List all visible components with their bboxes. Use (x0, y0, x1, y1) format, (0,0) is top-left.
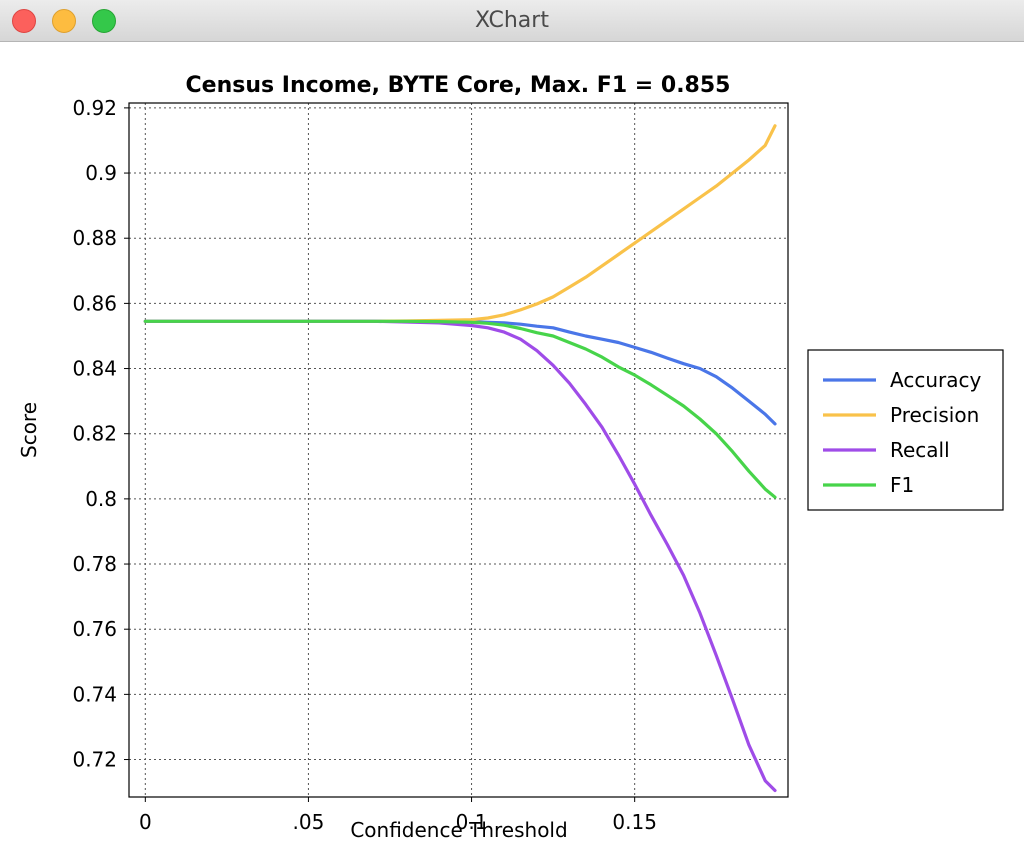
y-tick-labels: 0.72 0.74 0.76 0.78 0.8 0.82 0.84 0.86 0.88 0.9 0.… (72, 96, 129, 772)
line-chart: Census Income, BYTE Core, Max. F1 = 0.85… (17, 73, 1004, 842)
y-tick-label: 0.74 (72, 682, 117, 706)
plot-area (128, 102, 789, 798)
series-line-recall (143, 319, 777, 793)
y-axis-label: Score (17, 402, 41, 458)
x-tick-labels: 0 .05 0.1 0.15 (139, 797, 657, 834)
y-tick-label: 0.9 (85, 161, 117, 185)
title-bar: XChart (0, 0, 1024, 42)
y-tick-label: 0.78 (72, 552, 117, 576)
x-axis-label: Confidence Threshold (350, 818, 567, 842)
x-tick-label: 0.15 (612, 810, 657, 834)
series-line-f1 (143, 319, 777, 499)
chart-title: Census Income, BYTE Core, Max. F1 = 0.85… (186, 73, 731, 98)
legend: Accuracy Precision Recall F1 (807, 349, 1004, 511)
legend-label-accuracy: Accuracy (890, 368, 981, 392)
legend-box (807, 349, 1004, 511)
chart-area: Census Income, BYTE Core, Max. F1 = 0.85… (0, 42, 1024, 856)
series-lines (143, 124, 777, 793)
y-tick-label: 0.88 (72, 226, 117, 250)
grid-lines (129, 103, 788, 797)
x-tick-label: 0.1 (456, 810, 488, 834)
legend-label-f1: F1 (890, 473, 914, 497)
window-title: XChart (475, 8, 549, 33)
x-tick-label: .05 (293, 810, 325, 834)
legend-label-recall: Recall (890, 438, 950, 462)
series-line-precision (143, 124, 777, 323)
y-tick-label: 0.8 (85, 487, 117, 511)
zoom-icon[interactable] (92, 9, 116, 33)
close-icon[interactable] (12, 9, 36, 33)
series-line-accuracy (143, 319, 777, 426)
y-tick-label: 0.72 (72, 748, 117, 772)
minimize-icon[interactable] (52, 9, 76, 33)
y-tick-label: 0.92 (72, 96, 117, 120)
y-tick-label: 0.82 (72, 422, 117, 446)
y-tick-label: 0.86 (72, 291, 117, 315)
y-tick-label: 0.84 (72, 357, 117, 381)
x-tick-label: 0 (139, 810, 152, 834)
y-tick-label: 0.76 (72, 617, 117, 641)
legend-label-precision: Precision (890, 403, 979, 427)
